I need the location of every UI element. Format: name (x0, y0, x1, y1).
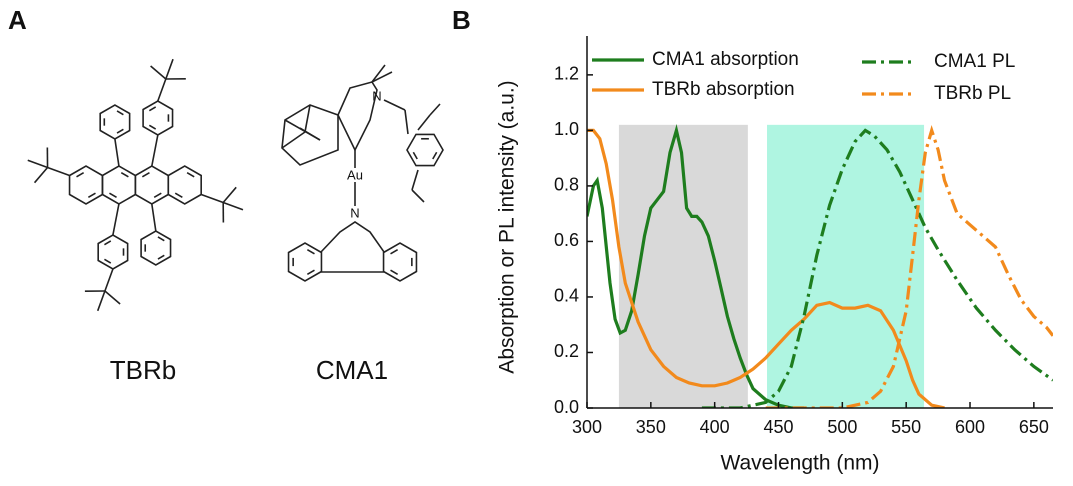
legend-label: TBRb absorption (652, 79, 795, 100)
bond (306, 248, 315, 255)
bond (27, 159, 48, 169)
bond (33, 166, 49, 184)
bond (284, 119, 321, 141)
bond (174, 192, 183, 199)
bond (120, 171, 129, 178)
x-tick-label: 500 (827, 417, 857, 437)
structure-name: TBRb (110, 355, 176, 385)
bond (148, 106, 157, 112)
bond (281, 131, 306, 149)
bond (432, 151, 438, 160)
data-line (587, 124, 804, 408)
bond (411, 189, 425, 203)
bond (109, 192, 117, 199)
x-tick-label: 600 (955, 417, 985, 437)
bond (47, 166, 70, 177)
bond (222, 201, 244, 211)
bond (371, 64, 386, 83)
bond (150, 65, 167, 80)
y-axis-label: Absorption or PL intensity (a.u.) (496, 80, 519, 373)
bond (404, 109, 409, 135)
bond (429, 103, 441, 116)
bond (151, 203, 157, 232)
bond (104, 290, 121, 305)
x-tick-label: 350 (636, 417, 666, 437)
bond (200, 193, 224, 204)
bond (304, 104, 311, 133)
y-tick-label: 0.0 (554, 397, 579, 417)
ring (140, 230, 172, 266)
ring (167, 165, 202, 205)
bond (165, 58, 174, 80)
data-line (701, 128, 1053, 408)
bond (114, 138, 120, 167)
ring (337, 81, 378, 152)
ring (134, 165, 170, 205)
bond (148, 124, 157, 130)
atom-label: Au (347, 167, 363, 182)
x-tick-label: 550 (891, 417, 921, 437)
legend-label: TBRb PL (934, 83, 1011, 104)
bond (186, 171, 195, 178)
y-tick-label: 0.6 (554, 230, 579, 250)
bond (383, 99, 406, 111)
legend-label: CMA1 absorption (652, 49, 799, 70)
y-tick-label: 0.2 (554, 341, 579, 361)
y-tick-label: 1.0 (554, 119, 579, 139)
bond (112, 203, 120, 236)
bond (104, 268, 114, 292)
bond (87, 192, 96, 199)
panel-label: A (8, 5, 27, 35)
bond (153, 192, 162, 199)
ring (382, 242, 418, 282)
bond (96, 290, 106, 312)
atom-label: N (350, 205, 359, 220)
structure-name: CMA1 (316, 355, 388, 385)
bond (76, 171, 85, 178)
ring (320, 221, 385, 253)
bond (306, 269, 315, 276)
panel-label: B (452, 5, 471, 35)
ring (287, 242, 323, 282)
y-tick-label: 0.8 (554, 175, 579, 195)
ring (68, 165, 104, 205)
bond (157, 254, 165, 260)
x-axis-label: Wavelength (nm) (720, 452, 879, 475)
y-tick-label: 1.2 (554, 64, 579, 84)
bond (116, 110, 124, 116)
bond (157, 78, 167, 102)
bond (412, 151, 418, 160)
y-tick-label: 0.4 (554, 286, 579, 306)
bond (116, 128, 124, 134)
bond (390, 269, 399, 276)
data-line (765, 124, 1053, 408)
ring (406, 133, 444, 167)
structures (27, 58, 444, 312)
data-line (587, 128, 945, 408)
bond (141, 171, 150, 178)
bond (390, 248, 399, 255)
ring (101, 165, 137, 205)
bond (104, 258, 112, 264)
x-tick-label: 650 (1019, 417, 1049, 437)
x-tick-label: 450 (763, 417, 793, 437)
bond (411, 169, 419, 191)
bond (417, 114, 431, 131)
atom-label: N (372, 88, 381, 103)
bond (104, 240, 112, 246)
bond (151, 134, 159, 167)
x-tick-label: 400 (700, 417, 730, 437)
bond (157, 236, 165, 242)
x-tick-label: 300 (572, 417, 602, 437)
legend-label: CMA1 PL (934, 51, 1015, 72)
bond (371, 71, 393, 83)
bond (222, 186, 237, 204)
